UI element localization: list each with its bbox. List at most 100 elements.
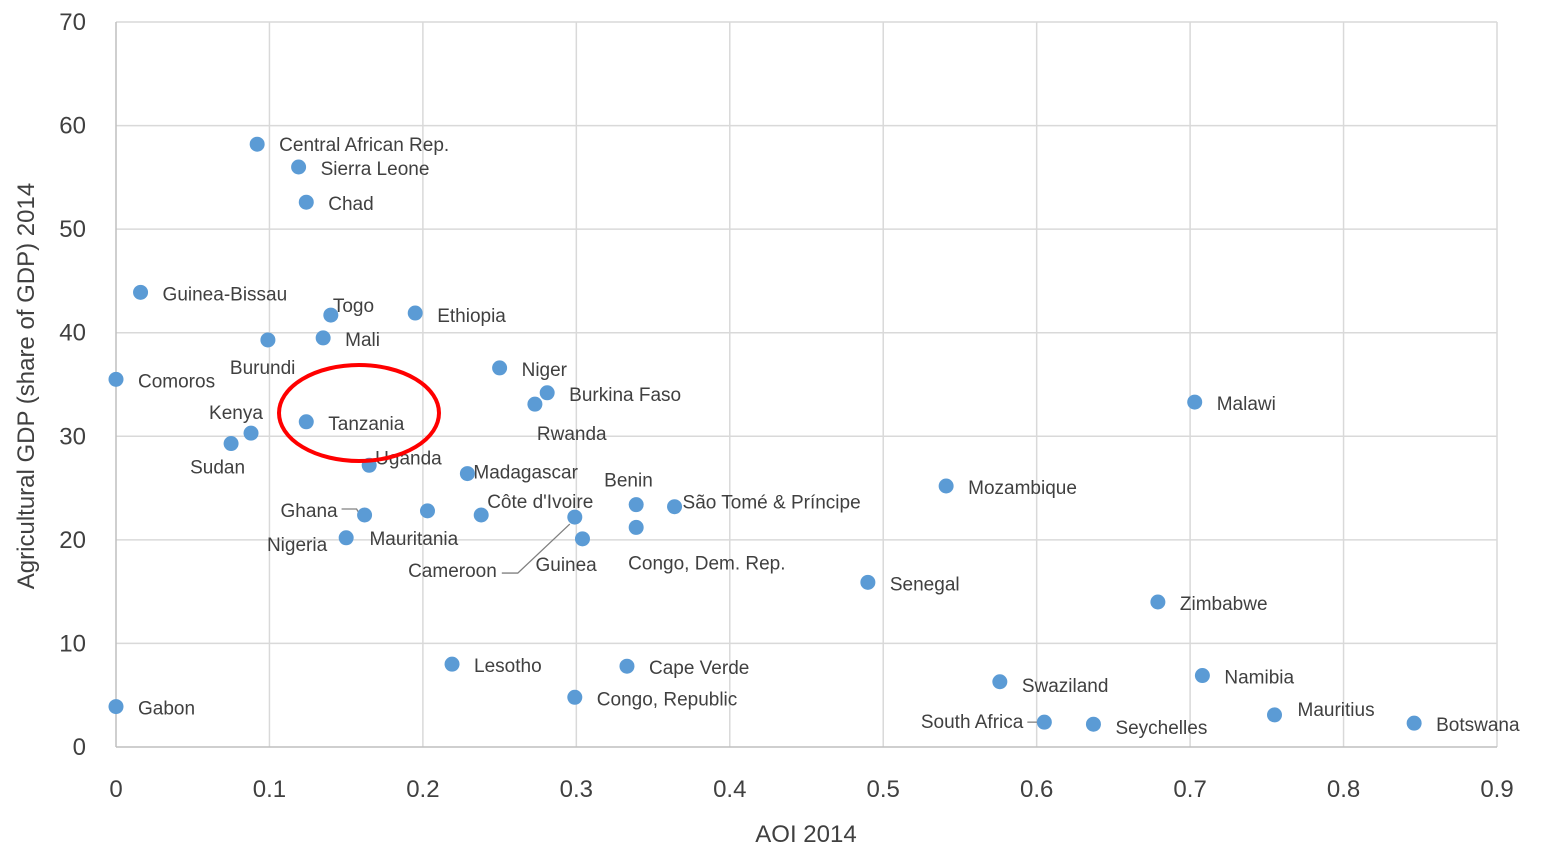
point-togo [323, 307, 339, 323]
label-mali: Mali [345, 330, 380, 351]
label-madagascar: Madagascar [473, 463, 578, 484]
label-central-african-rep: Central African Rep. [279, 135, 449, 156]
label-kenya: Kenya [209, 403, 263, 424]
point-kenya [243, 425, 259, 441]
point-burkina-faso [539, 385, 555, 401]
point-gabon [108, 699, 124, 715]
label-cameroon: Cameroon [408, 561, 497, 582]
point-ghana [357, 507, 373, 523]
label-mauritius: Mauritius [1298, 700, 1375, 721]
x-tick-label: 0.1 [253, 776, 286, 803]
label-seychelles: Seychelles [1115, 718, 1207, 739]
y-tick-label: 70 [59, 9, 86, 36]
label-namibia: Namibia [1224, 668, 1294, 689]
point-sudan [223, 436, 239, 452]
point-south-africa [1036, 714, 1052, 730]
label-niger: Niger [522, 360, 568, 381]
point-cote-d-ivoire [473, 507, 489, 523]
point-benin [628, 497, 644, 513]
y-tick-label: 10 [59, 630, 86, 657]
y-tick-label: 50 [59, 216, 86, 243]
label-senegal: Senegal [890, 574, 960, 595]
y-tick-label: 30 [59, 423, 86, 450]
label-chad: Chad [328, 194, 373, 215]
label-south-africa: South Africa [921, 712, 1024, 733]
point-cameroon [567, 509, 583, 525]
point-swaziland [992, 674, 1008, 690]
label-congo-republic: Congo, Republic [597, 689, 737, 710]
y-axis-title: Agricultural GDP (share of GDP) 2014 [13, 183, 40, 589]
label-mauritania: Mauritania [369, 529, 458, 550]
y-tick-label: 0 [73, 734, 86, 761]
gridlines [115, 21, 1498, 748]
label-mozambique: Mozambique [968, 478, 1077, 499]
label-sudan: Sudan [190, 458, 245, 479]
point-guinea-bissau [133, 284, 149, 300]
label-cote-d-ivoire: Côte d'Ivoire [487, 492, 593, 513]
label-lesotho: Lesotho [474, 656, 542, 677]
x-tick-label: 0.8 [1327, 776, 1360, 803]
label-zimbabwe: Zimbabwe [1180, 594, 1268, 615]
point-mauritania [419, 503, 435, 519]
point-nigeria [338, 530, 354, 546]
y-tick-label: 20 [59, 527, 86, 554]
point-senegal [860, 574, 876, 590]
point-burundi [260, 332, 276, 348]
point-botswana [1406, 715, 1422, 731]
label-cape-verde: Cape Verde [649, 658, 749, 679]
label-rwanda: Rwanda [537, 424, 607, 445]
point-sao-tome-principe [667, 499, 683, 515]
x-tick-label: 0.6 [1020, 776, 1053, 803]
label-togo: Togo [333, 296, 374, 317]
cameroon-leader-line [501, 523, 571, 574]
x-tick-label: 0.3 [560, 776, 593, 803]
label-tanzania: Tanzania [328, 414, 404, 435]
label-gabon: Gabon [138, 699, 195, 720]
tanzania-highlight-ellipse [277, 363, 441, 463]
label-sierra-leone: Sierra Leone [321, 159, 430, 180]
point-comoros [108, 371, 124, 387]
point-lesotho [444, 656, 460, 672]
point-mali [315, 330, 331, 346]
point-central-african-rep [249, 136, 265, 152]
label-benin: Benin [604, 471, 653, 492]
label-guinea: Guinea [535, 555, 597, 576]
y-tick-label: 40 [59, 320, 86, 347]
point-mozambique [938, 478, 954, 494]
label-comoros: Comoros [138, 371, 215, 392]
point-chad [298, 194, 314, 210]
x-tick-label: 0.2 [406, 776, 439, 803]
x-axis-title: AOI 2014 [755, 821, 856, 848]
point-tanzania [298, 414, 314, 430]
label-burkina-faso: Burkina Faso [569, 385, 681, 406]
point-cape-verde [619, 658, 635, 674]
label-nigeria: Nigeria [267, 535, 328, 556]
label-burundi: Burundi [230, 358, 296, 379]
x-tick-label: 0 [109, 776, 122, 803]
label-botswana: Botswana [1436, 715, 1520, 736]
point-niger [492, 360, 508, 376]
y-tick-label: 60 [59, 113, 86, 140]
point-zimbabwe [1150, 594, 1166, 610]
x-tick-label: 0.7 [1173, 776, 1206, 803]
x-tick-label: 0.5 [867, 776, 900, 803]
point-rwanda [527, 396, 543, 412]
label-ethiopia: Ethiopia [437, 306, 506, 327]
point-labels: Central African Rep. Sierra Leone Chad Guin… [138, 135, 1520, 739]
point-congo-republic [567, 689, 583, 705]
tick-labels: 0 0.1 0.2 0.3 0.4 0.5 0.6 0.7 0.8 0.9 0 10 20 30 40 50 6… [59, 9, 1513, 803]
point-congo-dem-rep [628, 519, 644, 535]
label-guinea-bissau: Guinea-Bissau [163, 284, 288, 305]
label-congo-dem-rep: Congo, Dem. Rep. [628, 553, 785, 574]
ghana-leader-line [341, 508, 361, 515]
point-malawi [1187, 394, 1203, 410]
point-sierra-leone [291, 159, 307, 175]
label-sao-tome-principe: São Tomé & Príncipe [683, 493, 861, 514]
point-mauritius [1267, 707, 1283, 723]
x-tick-label: 0.9 [1480, 776, 1513, 803]
point-ethiopia [407, 305, 423, 321]
label-ghana: Ghana [281, 501, 338, 522]
point-madagascar [459, 466, 475, 482]
point-namibia [1194, 668, 1210, 684]
